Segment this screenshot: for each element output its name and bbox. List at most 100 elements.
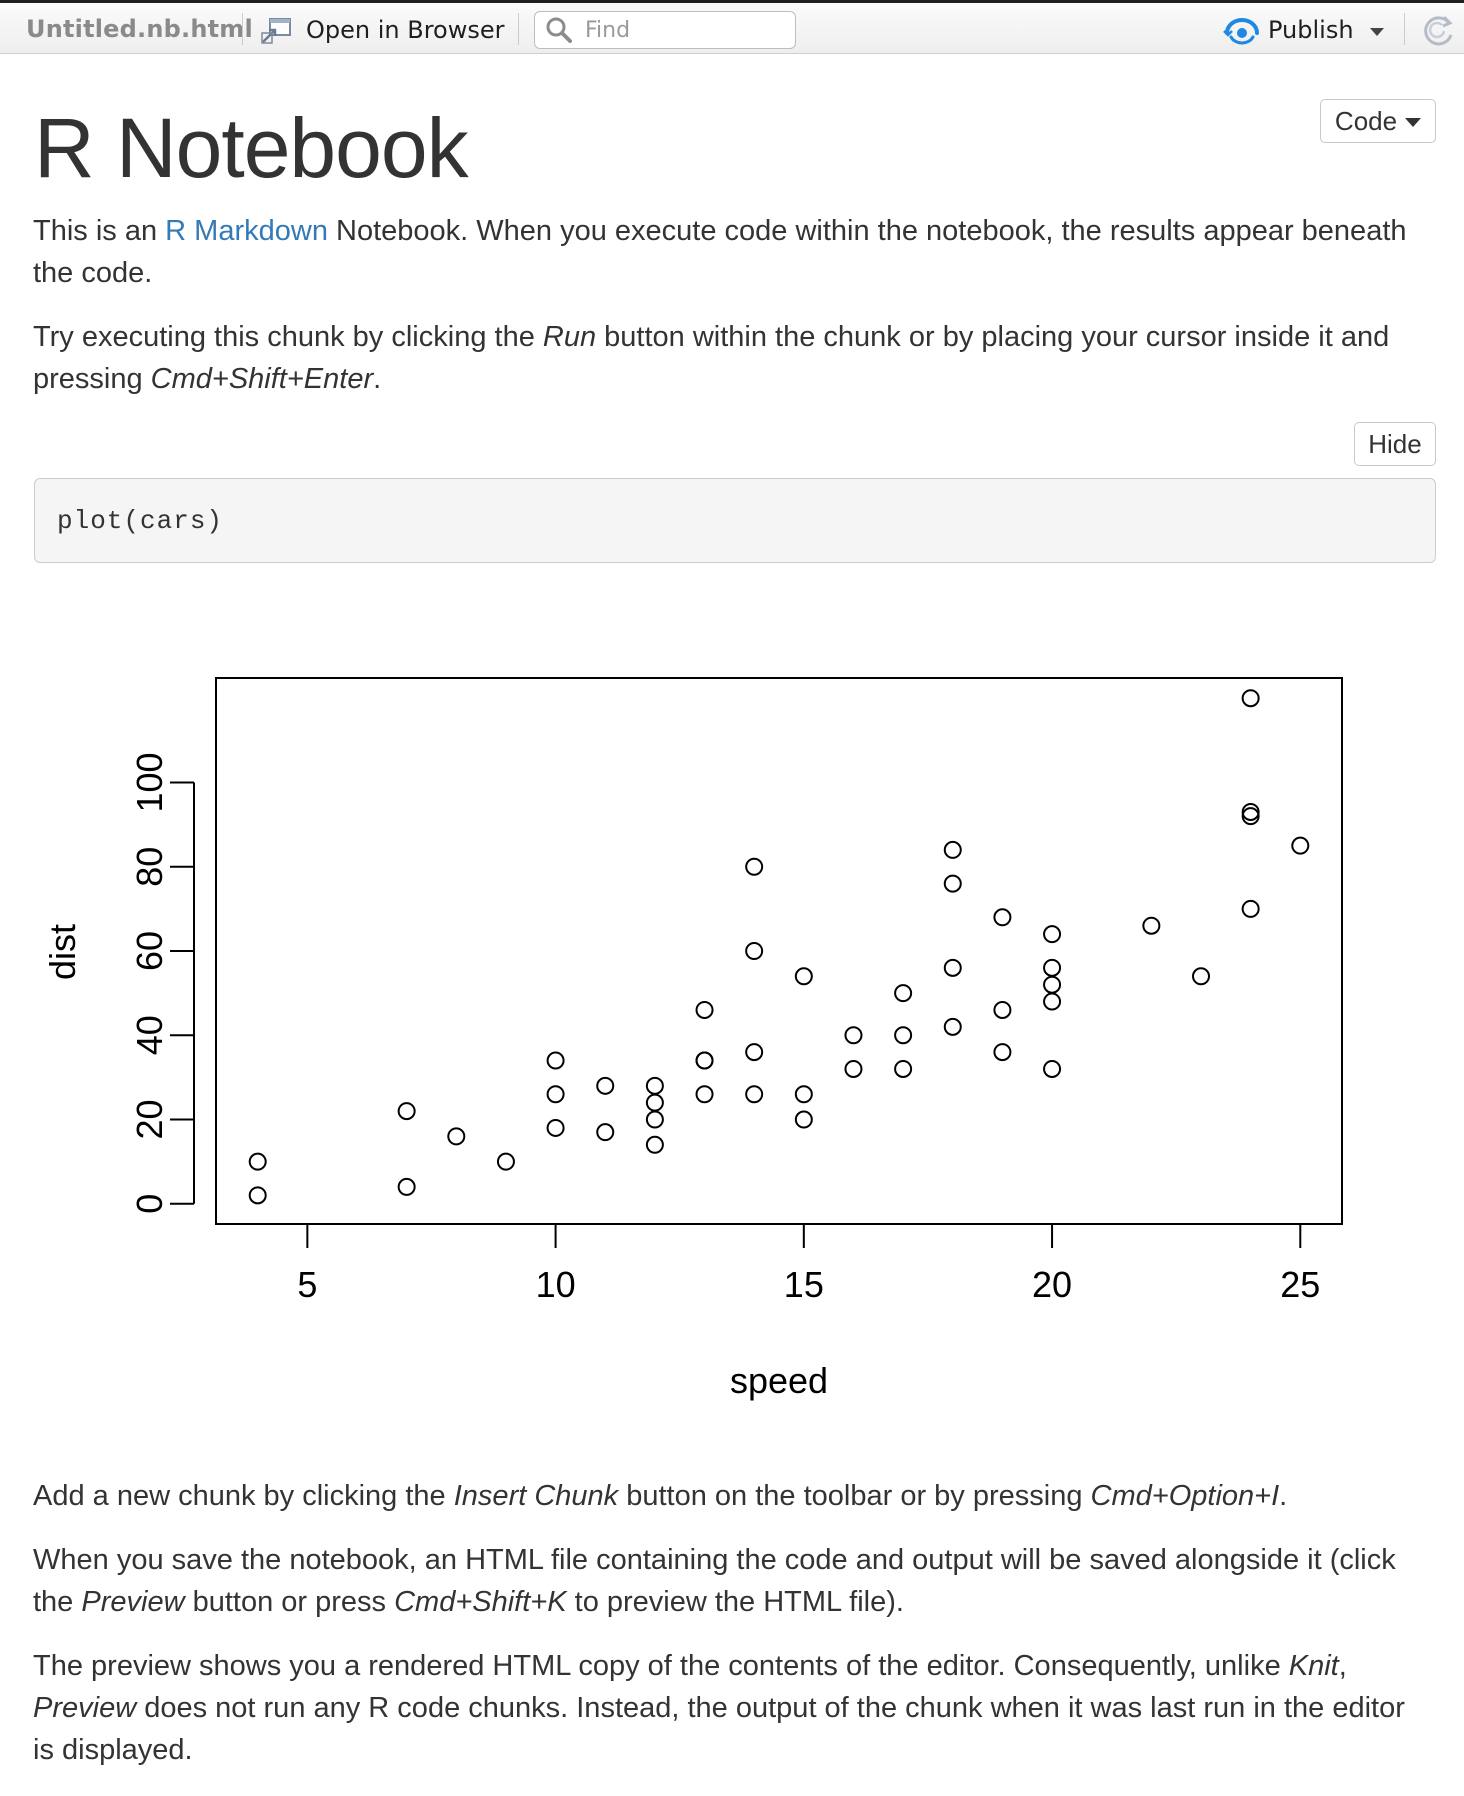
toolbar-divider [1404, 13, 1405, 45]
y-tick-label: 0 [129, 1194, 170, 1214]
open-in-browser-label: Open in Browser [306, 16, 505, 44]
data-point [645, 1076, 664, 1095]
paragraph-text: This is an [33, 215, 166, 247]
y-tick-label: 40 [129, 1015, 170, 1055]
y-axis: 0 20 40 60 80 100 [129, 752, 195, 1214]
data-point [745, 942, 764, 960]
toolbar-divider [518, 13, 519, 45]
file-name-label: Untitled.nb.html [26, 15, 253, 43]
y-tick-label: 100 [129, 752, 170, 812]
data-point [894, 1059, 913, 1078]
data-point [546, 1118, 565, 1137]
paragraph-text: Try executing this chunk by clicking the [33, 321, 543, 353]
data-point [695, 1000, 714, 1019]
data-point [943, 874, 962, 893]
data-point [1043, 975, 1062, 994]
publish-icon [1223, 18, 1259, 45]
paragraph-text: button or press [184, 1586, 395, 1618]
search-icon [546, 17, 572, 43]
x-axis: 5 10 15 20 25 [297, 1223, 1320, 1305]
data-point [645, 1093, 664, 1112]
data-point [993, 1043, 1012, 1062]
data-point [695, 1051, 714, 1070]
data-point [695, 1085, 714, 1104]
data-point [844, 1026, 863, 1045]
insert-chunk-paragraph: Add a new chunk by clicking the Insert C… [33, 1475, 1433, 1517]
data-point [794, 967, 813, 986]
emphasis-text: Insert Chunk [453, 1480, 619, 1512]
data-points [248, 689, 1310, 1205]
emphasis-text: Preview [33, 1692, 137, 1724]
data-point [447, 1127, 466, 1146]
save-notebook-paragraph: When you save the notebook, an HTML file… [33, 1539, 1433, 1623]
data-point [496, 1152, 515, 1171]
data-point [1043, 1059, 1062, 1078]
data-point [745, 1085, 764, 1104]
preview-paragraph: The preview shows you a rendered HTML co… [33, 1645, 1433, 1771]
page-title: R Notebook [34, 101, 469, 195]
open-in-browser-button[interactable]: Open in Browser [260, 11, 505, 49]
paragraph-text: The preview shows you a rendered HTML co… [33, 1650, 1289, 1682]
data-point [794, 1110, 813, 1129]
emphasis-text: Run [542, 321, 597, 353]
data-point [745, 857, 764, 876]
data-point [894, 1026, 913, 1045]
open-in-browser-icon [261, 18, 291, 44]
data-point [596, 1076, 615, 1095]
x-tick-label: 15 [784, 1264, 824, 1305]
x-tick-label: 5 [297, 1264, 317, 1305]
y-axis-label: dist [42, 924, 83, 980]
paragraph-text: button within the chunk or by placing yo… [33, 321, 1390, 395]
paragraph-text: . [373, 363, 382, 395]
scatter-plot: 5 10 15 20 25 0 20 40 60 80 100 speed dist [42, 677, 1343, 1401]
intro-paragraph: This is an R Markdown Notebook. When you… [33, 210, 1433, 294]
data-point [1043, 925, 1062, 944]
data-point [248, 1152, 267, 1171]
viewer-toolbar: Untitled.nb.html Open in Browser Publish [0, 0, 1464, 54]
y-tick-label: 60 [129, 931, 170, 971]
data-point [397, 1177, 416, 1196]
data-point [993, 1000, 1012, 1019]
y-tick-label: 20 [129, 1099, 170, 1139]
data-point [645, 1135, 664, 1154]
paragraph-text: . [1279, 1480, 1288, 1512]
x-tick-label: 25 [1280, 1264, 1320, 1305]
data-point [1291, 836, 1310, 855]
x-tick-label: 10 [536, 1264, 576, 1305]
x-tick-label: 20 [1032, 1264, 1072, 1305]
data-point [1043, 992, 1062, 1011]
emphasis-text: Cmd+Shift+K [394, 1586, 567, 1618]
data-point [1043, 958, 1062, 977]
hide-code-button[interactable]: Hide [1354, 422, 1436, 466]
y-tick-label: 80 [129, 847, 170, 887]
find-box[interactable] [534, 11, 796, 49]
emphasis-text: Preview [81, 1586, 185, 1618]
code-chunk[interactable]: plot(cars) [34, 478, 1436, 563]
toolbar-divider [242, 13, 243, 45]
data-point [745, 1043, 764, 1062]
r-markdown-link[interactable]: R Markdown [165, 215, 328, 247]
refresh-icon[interactable] [1418, 11, 1458, 51]
code-text: plot(cars) [57, 505, 224, 536]
data-point [645, 1110, 664, 1129]
paragraph-text: does not run any R code chunks. Instead,… [33, 1692, 1405, 1766]
data-point [1241, 689, 1260, 708]
data-point [546, 1051, 565, 1070]
paragraph-text: Add a new chunk by clicking the [33, 1480, 454, 1512]
find-input[interactable] [585, 17, 785, 43]
chevron-down-icon[interactable] [1369, 28, 1384, 36]
data-point [794, 1085, 813, 1104]
paragraph-text: Notebook. When you execute code within t… [33, 215, 1407, 289]
emphasis-text: Cmd+Shift+Enter [150, 363, 374, 395]
data-point [1192, 967, 1211, 986]
emphasis-text: Knit [1288, 1650, 1339, 1682]
publish-button[interactable]: Publish [1222, 11, 1384, 49]
data-point [596, 1123, 615, 1142]
data-point [1241, 899, 1260, 918]
run-instructions-paragraph: Try executing this chunk by clicking the… [33, 316, 1433, 400]
publish-label: Publish [1268, 16, 1354, 44]
code-menu-button[interactable]: Code [1320, 99, 1436, 143]
chevron-down-icon [1405, 118, 1422, 127]
data-point [943, 958, 962, 977]
data-point [993, 908, 1012, 927]
